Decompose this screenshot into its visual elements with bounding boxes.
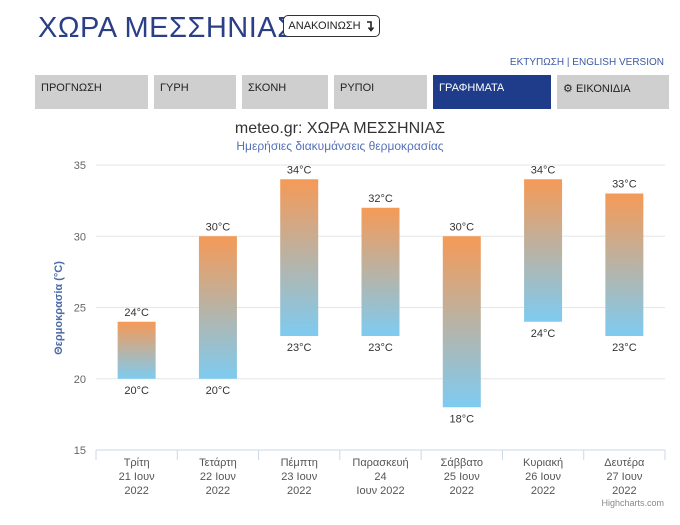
high-label: 30°C [206,221,231,233]
announcement-label: ΑΝΑΚΟΙΝΩΣΗ [288,20,361,32]
low-label: 20°C [124,385,149,397]
temperature-bar[interactable] [198,236,237,379]
temperature-bar[interactable] [524,179,563,322]
high-label: 34°C [287,164,312,176]
x-tick-label: 2022 [450,485,474,497]
x-tick-label: 23 Ιουν [281,471,317,483]
y-tick-label: 35 [74,160,86,172]
y-tick-label: 30 [74,231,86,243]
low-label: 23°C [612,342,637,354]
chart-subtitle: Ημερήσιες διακυμάνσεις θερμοκρασίας [236,139,444,153]
x-tick-label: 2022 [287,485,311,497]
x-tick-label: 2022 [124,485,148,497]
chart-bars [117,179,644,408]
low-label: 23°C [287,342,312,354]
tab-label: ΡΥΠΟΙ [340,82,375,94]
high-label: 24°C [124,307,149,319]
x-tick-label: Σάββατο [441,457,483,469]
x-tick-label: Πέμπτη [281,457,318,469]
tab-charts[interactable]: ΓΡΑΦΗΜΑΤΑ [433,75,551,109]
print-link[interactable]: ΕΚΤΥΠΩΣΗ [509,57,565,68]
x-tick-label: 21 Ιουν [119,471,155,483]
main-tabs: ΠΡΟΓΝΩΣΗ ΓΥΡΗ ΣΚΟΝΗ ΡΥΠΟΙ ΓΡΑΦΗΜΑΤΑ ⚙ ΕΙ… [35,75,669,109]
x-axis: Τρίτη 21 Ιουν 2022 Τετάρτη 22 Ιουν 2022 Πέμπτη… [95,450,666,497]
x-tick-label: 27 Ιουν [606,471,642,483]
x-tick-label: 26 Ιουν [525,471,561,483]
x-tick-label: Δευτέρα [604,457,645,469]
temperature-bar[interactable] [280,179,319,336]
tab-label: ΓΥΡΗ [160,82,189,94]
x-tick-label: 2022 [531,485,555,497]
temperature-bar[interactable] [605,193,644,337]
x-tick-label: Τρίτη [124,457,150,469]
y-axis-label: Θερμοκρασία (°C) [53,261,65,355]
tab-pollen[interactable]: ΓΥΡΗ [154,75,236,109]
temperature-bar[interactable] [117,321,156,379]
low-label: 24°C [531,328,556,340]
tab-label: ΕΙΚΟΝΙΔΙΑ [575,83,631,95]
link-separator: | [566,57,570,68]
high-label: 34°C [531,164,556,176]
x-tick-label: 24 [374,471,386,483]
x-tick-label: 22 Ιουν [200,471,236,483]
high-label: 30°C [449,221,474,233]
x-tick-label: 2022 [612,485,636,497]
x-tick-label: 2022 [206,485,230,497]
temperature-bar[interactable] [361,207,400,336]
high-label: 32°C [368,193,393,205]
tab-icons[interactable]: ⚙ ΕΙΚΟΝΙΔΙΑ [557,75,669,109]
chart-title: meteo.gr: ΧΩΡΑ ΜΕΣΣΗΝΙΑΣ [234,120,446,137]
x-tick-label: 25 Ιουν [444,471,480,483]
y-tick-label: 25 [74,303,86,315]
y-tick-label: 15 [74,445,86,457]
tab-dust[interactable]: ΣΚΟΝΗ [242,75,328,109]
high-label: 33°C [612,179,637,191]
x-tick-label: Ιουν 2022 [356,485,404,497]
gear-icon: ⚙ [563,83,573,95]
y-tick-label: 20 [74,374,86,386]
page-title: ΧΩΡΑ ΜΕΣΣΗΝΙΑΣ [38,12,296,44]
x-tick-label: Τετάρτη [199,457,237,469]
tab-forecast[interactable]: ΠΡΟΓΝΩΣΗ [35,75,148,109]
x-tick-label: Παρασκευή [352,457,408,469]
low-label: 23°C [368,342,393,354]
english-version-link[interactable]: ENGLISH VERSION [572,57,664,68]
announcement-button[interactable]: ΑΝΑΚΟΙΝΩΣΗ [283,15,380,37]
top-links: ΕΚΤΥΠΩΣΗ | ENGLISH VERSION [510,57,664,68]
chart-labels: 24°C 20°C 30°C 20°C 34°C 23°C 32°C 23°C 30°C 18°C… [124,164,636,425]
low-label: 18°C [449,413,474,425]
arrow-return-icon [366,20,374,32]
tab-label: ΓΡΑΦΗΜΑΤΑ [439,82,505,94]
low-label: 20°C [206,385,231,397]
x-tick-label: Κυριακή [523,457,563,469]
tab-label: ΠΡΟΓΝΩΣΗ [41,82,102,94]
highcharts-credit[interactable]: Highcharts.com [601,498,664,508]
tab-label: ΣΚΟΝΗ [248,82,287,94]
temperature-bar[interactable] [442,236,481,408]
tab-pollutants[interactable]: ΡΥΠΟΙ [334,75,427,109]
